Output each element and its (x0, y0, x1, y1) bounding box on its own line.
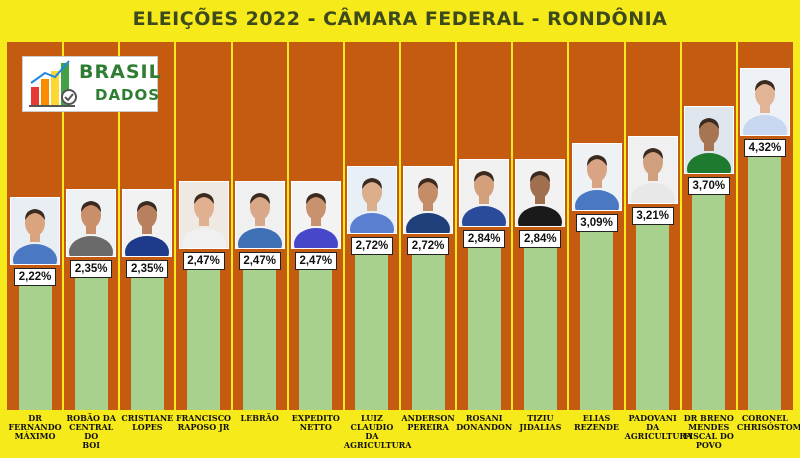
data-label-8: 2,72% (407, 237, 450, 256)
column-divider (174, 42, 177, 410)
bar-chart-growth-icon (29, 60, 77, 107)
brand-logo: BRASIL DADOS (22, 56, 161, 112)
column-divider (511, 42, 514, 410)
candidate-photo-8 (403, 166, 454, 235)
candidate-photo-9 (459, 158, 510, 227)
x-tick-label-11: ELIAS REZENDE (573, 413, 620, 432)
x-tick-label-7: LUIZ CLAUDIO DA AGRICULTURA (343, 413, 412, 450)
bar-5 (243, 258, 277, 410)
data-label-3: 2,35% (126, 259, 169, 278)
logo-text-dados: DADOS (95, 86, 161, 104)
bar-2 (74, 265, 108, 410)
chart-title: ELEIÇÕES 2022 - CÂMARA FEDERAL - RONDÔNI… (132, 8, 668, 30)
bar-12 (636, 213, 670, 410)
bar-13 (692, 183, 726, 410)
bar-10 (523, 235, 557, 410)
x-tick-label-8: ANDERSON PEREIRA (401, 413, 455, 432)
data-label-2: 2,35% (70, 259, 113, 278)
x-tick-label-12: PADOVANI DA AGRICULTURA (624, 413, 693, 441)
x-tick-label-4: FRANCISCO RAPOSO JR (175, 413, 232, 432)
candidate-photo-3 (122, 188, 173, 257)
data-label-12: 3,21% (631, 207, 674, 226)
x-tick-label-3: CRISTIANE LOPES (121, 413, 174, 432)
x-tick-label-1: DR FERNANDO MÁXIMO (8, 413, 62, 441)
bar-14 (748, 145, 782, 410)
data-label-13: 3,70% (687, 177, 730, 196)
data-label-10: 2,84% (519, 229, 562, 248)
candidate-photo-12 (627, 136, 678, 205)
data-label-6: 2,47% (294, 252, 337, 271)
column-divider (623, 42, 626, 410)
bar-11 (580, 220, 613, 410)
x-tick-label-14: CORONEL CHRISÓSTOMO (736, 413, 800, 432)
bar-6 (299, 258, 333, 410)
column-divider (230, 42, 233, 410)
column-divider (679, 42, 682, 410)
data-label-11: 3,09% (575, 214, 618, 233)
x-tick-label-10: TIZIU JIDALIAS (519, 413, 562, 432)
candidate-photo-4 (178, 181, 229, 250)
data-label-4: 2,47% (182, 252, 225, 271)
data-label-5: 2,47% (238, 252, 281, 271)
column-divider (567, 42, 570, 410)
column-divider (118, 42, 121, 410)
x-tick-label-5: LEBRÃO (240, 413, 279, 423)
column-divider (399, 42, 401, 410)
candidate-photo-5 (234, 181, 285, 250)
candidate-photo-1 (10, 196, 61, 265)
x-tick-label-9: ROSANI DONANDON (456, 413, 513, 432)
column-divider (62, 42, 65, 410)
data-label-1: 2,22% (14, 267, 57, 286)
data-label-7: 2,72% (350, 237, 393, 256)
candidate-photo-14 (739, 68, 790, 136)
column-divider (735, 42, 738, 410)
candidate-photo-2 (66, 188, 117, 257)
x-tick-label-13: DR BRENO MENDES FISCAL DO POVO (683, 413, 734, 450)
column-divider (286, 42, 289, 410)
bar-4 (187, 258, 220, 410)
candidate-photo-11 (571, 143, 622, 212)
x-tick-label-6: EXPEDITO NETTO (291, 413, 340, 432)
bar-9 (467, 235, 501, 410)
candidate-photo-7 (346, 166, 397, 235)
bar-7 (355, 243, 389, 410)
column-divider (455, 42, 458, 410)
candidate-photo-10 (515, 158, 566, 227)
data-label-14: 4,32% (743, 139, 786, 157)
bar-8 (411, 243, 445, 410)
data-label-9: 2,84% (463, 229, 506, 248)
x-tick-label-2: ROBÃO DA CENTRAL DO BOI (66, 413, 116, 450)
logo-text-brasil: BRASIL (79, 61, 162, 83)
column-divider (342, 42, 345, 410)
bar-3 (130, 265, 164, 410)
candidate-photo-6 (290, 181, 341, 250)
candidate-photo-13 (683, 106, 734, 175)
bar-1 (18, 273, 52, 410)
